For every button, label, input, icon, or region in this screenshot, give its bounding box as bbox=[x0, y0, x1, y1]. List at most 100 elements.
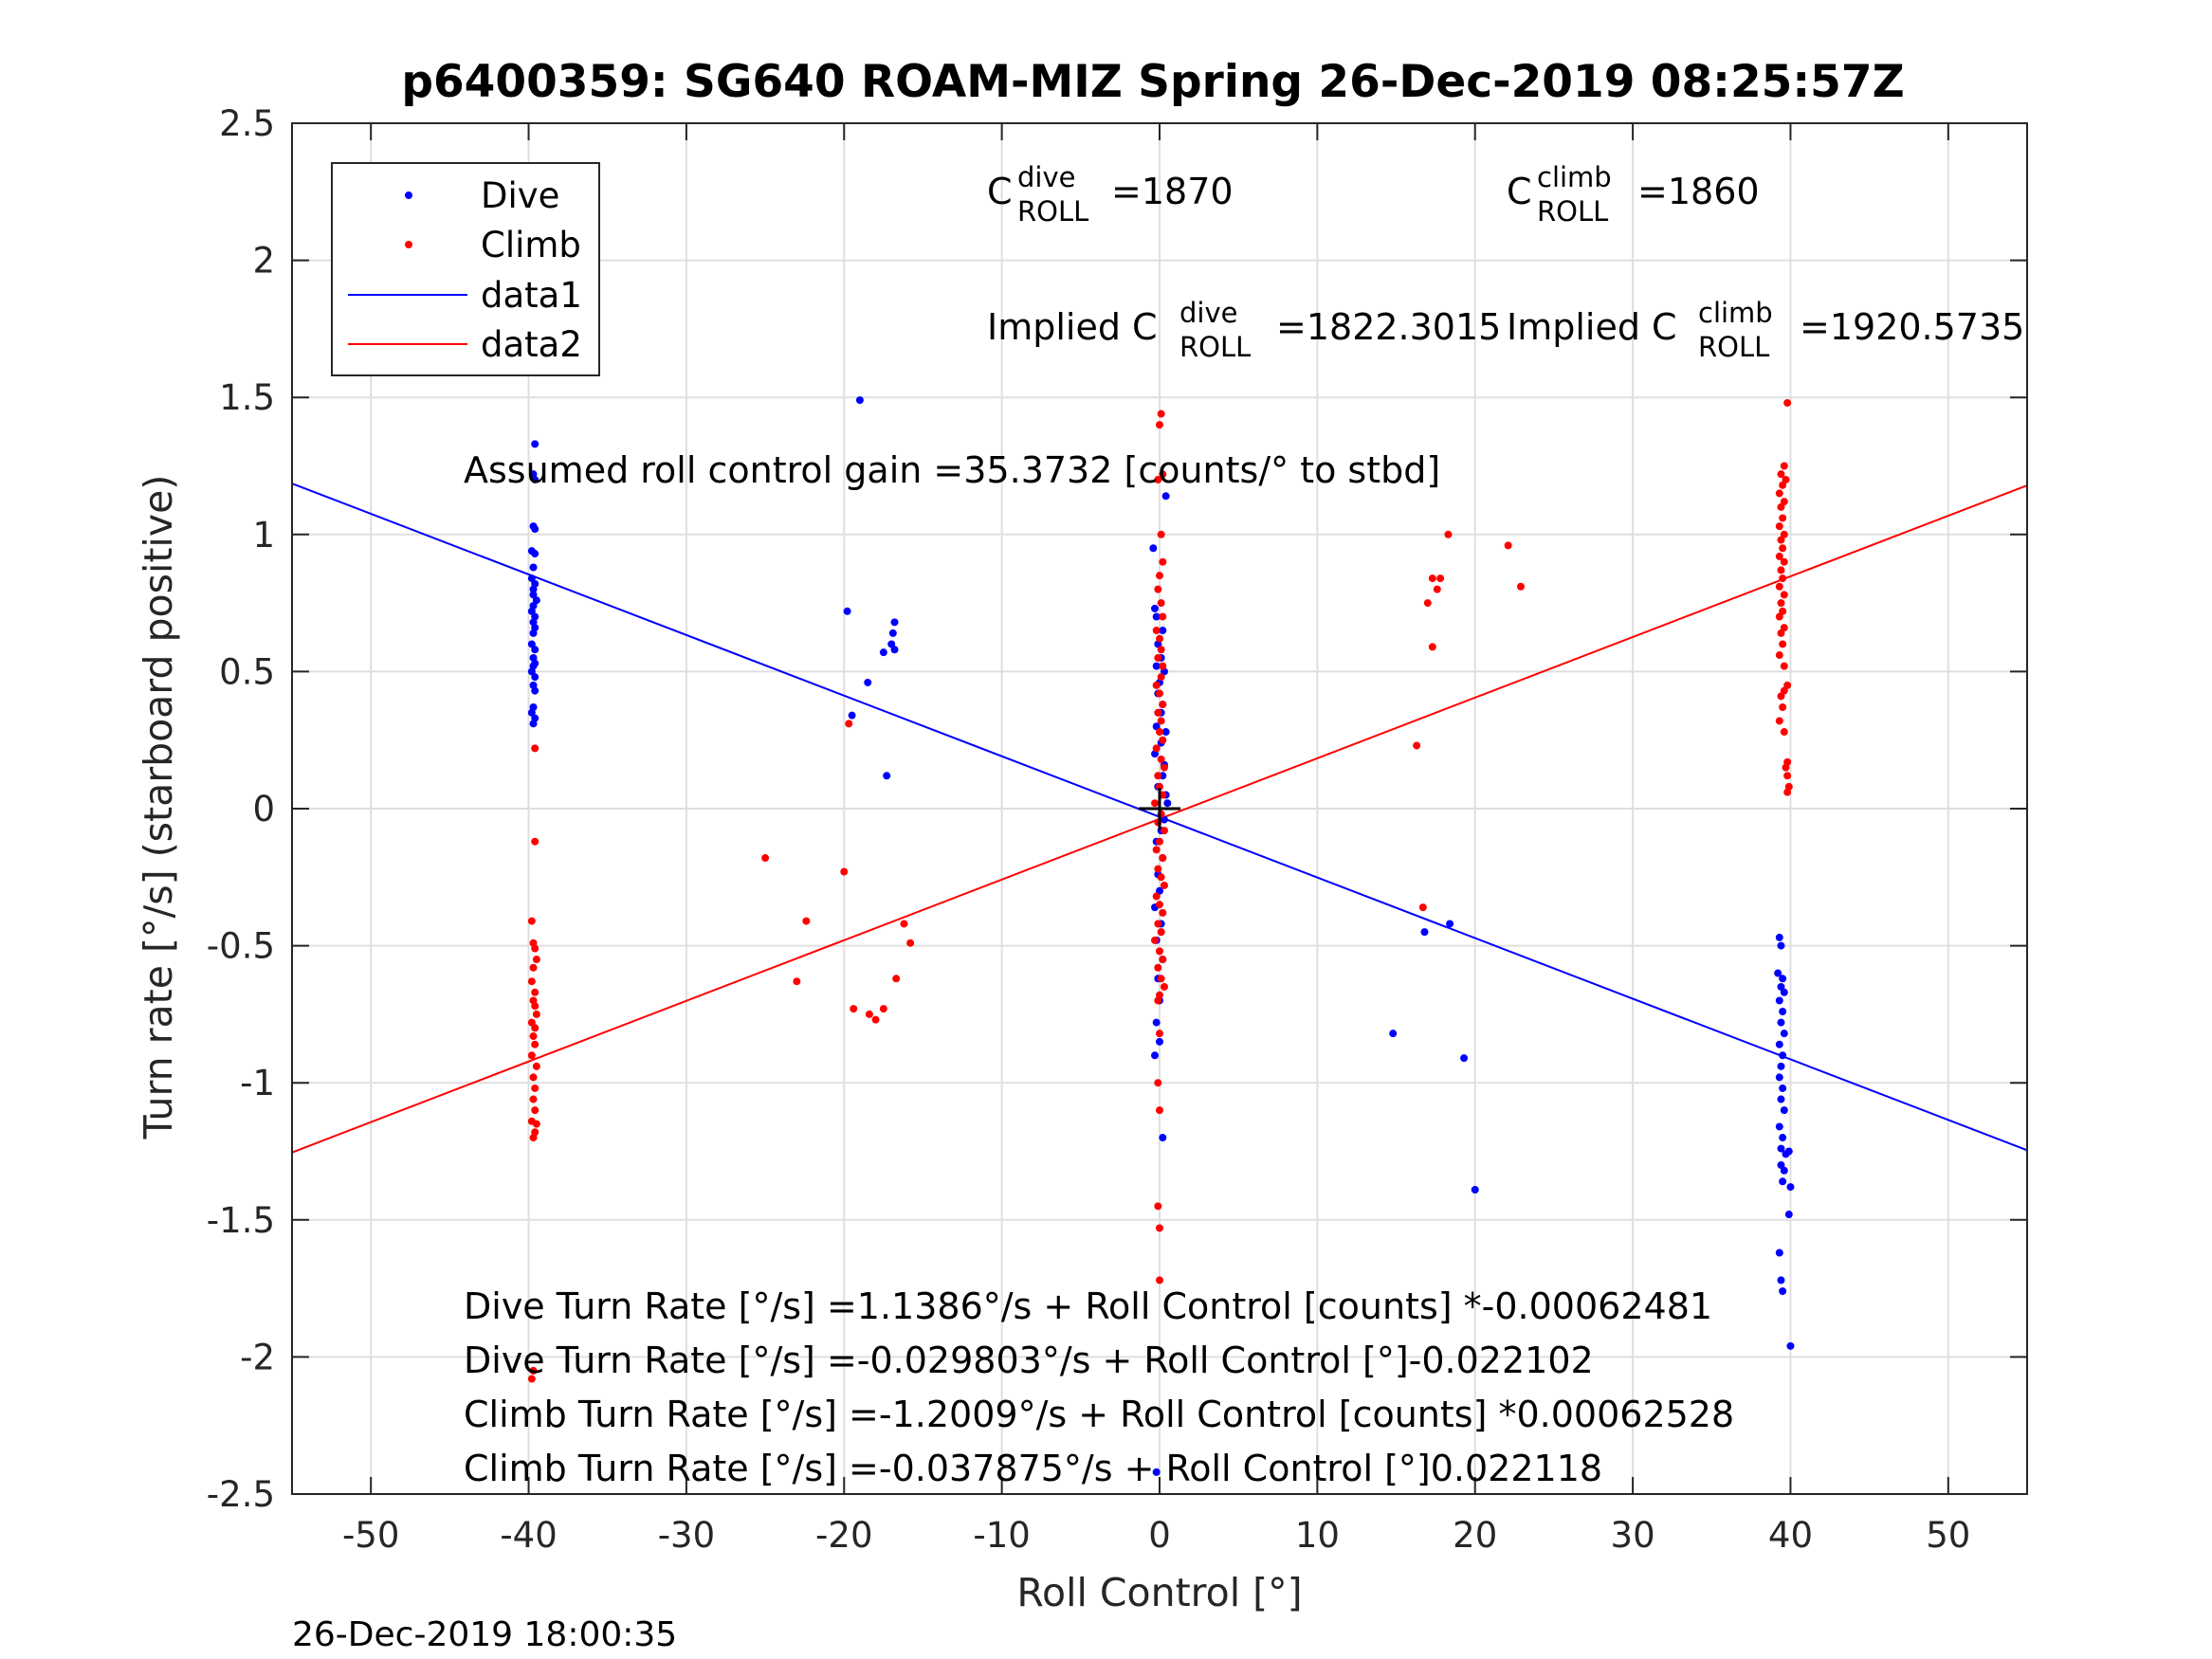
fit-equation-dive-counts: Dive Turn Rate [°/s] =1.1386°/s + Roll C… bbox=[464, 1285, 1712, 1327]
point-climb bbox=[1780, 530, 1788, 538]
point-climb bbox=[531, 944, 539, 953]
x-axis-label: Roll Control [°] bbox=[1016, 1570, 1302, 1615]
point-climb bbox=[1777, 536, 1785, 544]
point-climb bbox=[1156, 1224, 1163, 1232]
point-climb bbox=[1157, 717, 1165, 725]
point-climb bbox=[1156, 1030, 1163, 1038]
fit-equation-dive-degrees: Dive Turn Rate [°/s] =-0.029803°/s + Rol… bbox=[464, 1340, 1594, 1381]
legend-climb-marker bbox=[405, 241, 412, 248]
x-tick-label: 30 bbox=[1611, 1515, 1655, 1556]
fit-equation-climb-degrees: Climb Turn Rate [°/s] =-0.037875°/s + Ro… bbox=[464, 1448, 1602, 1489]
implied-dive-base: Implied C bbox=[987, 306, 1158, 348]
point-dive bbox=[1152, 1468, 1161, 1476]
point-dive bbox=[1784, 1147, 1793, 1156]
point-dive bbox=[1161, 492, 1170, 501]
point-dive bbox=[532, 596, 540, 605]
point-climb bbox=[1775, 522, 1783, 531]
point-climb bbox=[527, 1051, 536, 1060]
origin-cross-marker bbox=[1139, 788, 1180, 830]
point-climb bbox=[527, 1018, 536, 1027]
point-dive bbox=[1420, 928, 1429, 937]
point-climb bbox=[527, 917, 536, 925]
point-climb bbox=[1154, 865, 1162, 873]
point-climb bbox=[1160, 982, 1168, 991]
point-dive bbox=[527, 667, 536, 676]
point-dive bbox=[527, 708, 536, 717]
point-climb bbox=[1516, 582, 1525, 591]
point-climb bbox=[1159, 470, 1167, 479]
implied-climb-base: Implied C bbox=[1507, 306, 1677, 348]
point-climb bbox=[527, 1375, 536, 1383]
point-climb bbox=[1156, 689, 1163, 698]
point-climb bbox=[1159, 557, 1167, 566]
point-dive bbox=[529, 563, 538, 572]
point-climb bbox=[1780, 662, 1788, 670]
axis-ticks: -50 -40 -30 -20 -10 0 10 20 30 40 50-2.5-2-1.5-1-0… bbox=[207, 103, 2027, 1556]
legend-data1-label: data1 bbox=[481, 275, 582, 316]
point-climb bbox=[1780, 728, 1788, 737]
point-climb bbox=[1777, 470, 1785, 479]
point-climb bbox=[1157, 646, 1165, 654]
point-dive bbox=[1779, 1177, 1787, 1186]
point-dive bbox=[1779, 1134, 1787, 1142]
point-climb bbox=[1444, 530, 1453, 538]
point-climb bbox=[1779, 481, 1787, 489]
point-climb bbox=[1156, 634, 1163, 643]
point-climb bbox=[532, 1120, 540, 1128]
point-climb bbox=[527, 977, 536, 986]
y-tick-label: 0 bbox=[252, 789, 275, 830]
point-climb bbox=[845, 720, 853, 728]
point-dive bbox=[855, 396, 864, 405]
y-tick-label: 0.5 bbox=[219, 651, 275, 692]
point-dive bbox=[1446, 920, 1454, 928]
point-climb bbox=[850, 1005, 858, 1013]
y-tick-label: -1 bbox=[240, 1063, 275, 1103]
point-dive bbox=[529, 585, 538, 593]
point-climb bbox=[1775, 582, 1783, 591]
point-dive bbox=[1777, 1018, 1785, 1027]
point-climb bbox=[802, 917, 811, 925]
point-dive bbox=[531, 673, 539, 682]
point-dive bbox=[1780, 988, 1788, 996]
point-dive bbox=[1152, 662, 1161, 670]
point-climb bbox=[1779, 702, 1787, 711]
point-climb bbox=[1152, 681, 1161, 689]
point-climb bbox=[1154, 653, 1162, 662]
point-dive bbox=[1777, 1062, 1785, 1070]
point-climb bbox=[906, 939, 915, 947]
implied-climb-value: =1920.5735 bbox=[1800, 306, 2024, 348]
point-climb bbox=[529, 1366, 538, 1375]
point-climb bbox=[1782, 475, 1790, 483]
x-tick-label: -40 bbox=[500, 1515, 557, 1556]
point-dive bbox=[531, 525, 539, 534]
point-dive bbox=[531, 686, 539, 695]
point-climb bbox=[1156, 572, 1163, 580]
point-dive bbox=[531, 646, 539, 654]
point-climb bbox=[1154, 1079, 1162, 1087]
point-climb bbox=[1780, 686, 1788, 695]
point-dive bbox=[843, 607, 851, 615]
point-climb bbox=[1156, 947, 1163, 956]
y-axis-label: Turn rate [°/s] (starboard positive) bbox=[136, 475, 181, 1140]
point-climb bbox=[1154, 585, 1162, 593]
point-climb bbox=[1777, 599, 1785, 608]
point-climb bbox=[1154, 475, 1162, 483]
point-climb bbox=[1777, 566, 1785, 574]
point-dive bbox=[1775, 996, 1783, 1005]
point-climb bbox=[1775, 489, 1783, 498]
point-climb bbox=[1777, 502, 1785, 511]
point-dive bbox=[1777, 941, 1785, 950]
x-tick-label: 10 bbox=[1295, 1515, 1340, 1556]
point-dive bbox=[1779, 1286, 1787, 1295]
point-climb bbox=[1156, 837, 1163, 846]
point-climb bbox=[1160, 763, 1168, 772]
point-climb bbox=[1156, 1276, 1163, 1285]
fit-equation-climb-counts: Climb Turn Rate [°/s] =-1.2009°/s + Roll… bbox=[464, 1394, 1734, 1435]
point-climb bbox=[1154, 772, 1162, 780]
point-climb bbox=[1157, 755, 1165, 763]
point-climb bbox=[1152, 892, 1161, 901]
point-dive bbox=[1777, 982, 1785, 991]
point-climb bbox=[1428, 574, 1436, 583]
point-climb bbox=[1775, 651, 1783, 660]
